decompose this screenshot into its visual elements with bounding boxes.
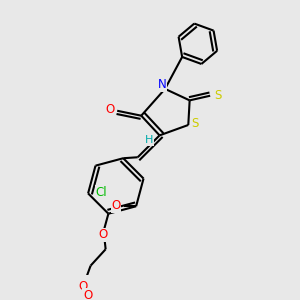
Text: Cl: Cl	[95, 185, 107, 199]
Text: H: H	[145, 135, 153, 145]
Text: O: O	[83, 289, 92, 300]
Text: O: O	[105, 103, 114, 116]
Text: S: S	[214, 89, 221, 102]
Text: S: S	[191, 117, 199, 130]
Text: O: O	[112, 199, 121, 212]
Text: N: N	[158, 78, 167, 91]
Text: O: O	[98, 228, 107, 241]
Text: O: O	[78, 280, 88, 293]
